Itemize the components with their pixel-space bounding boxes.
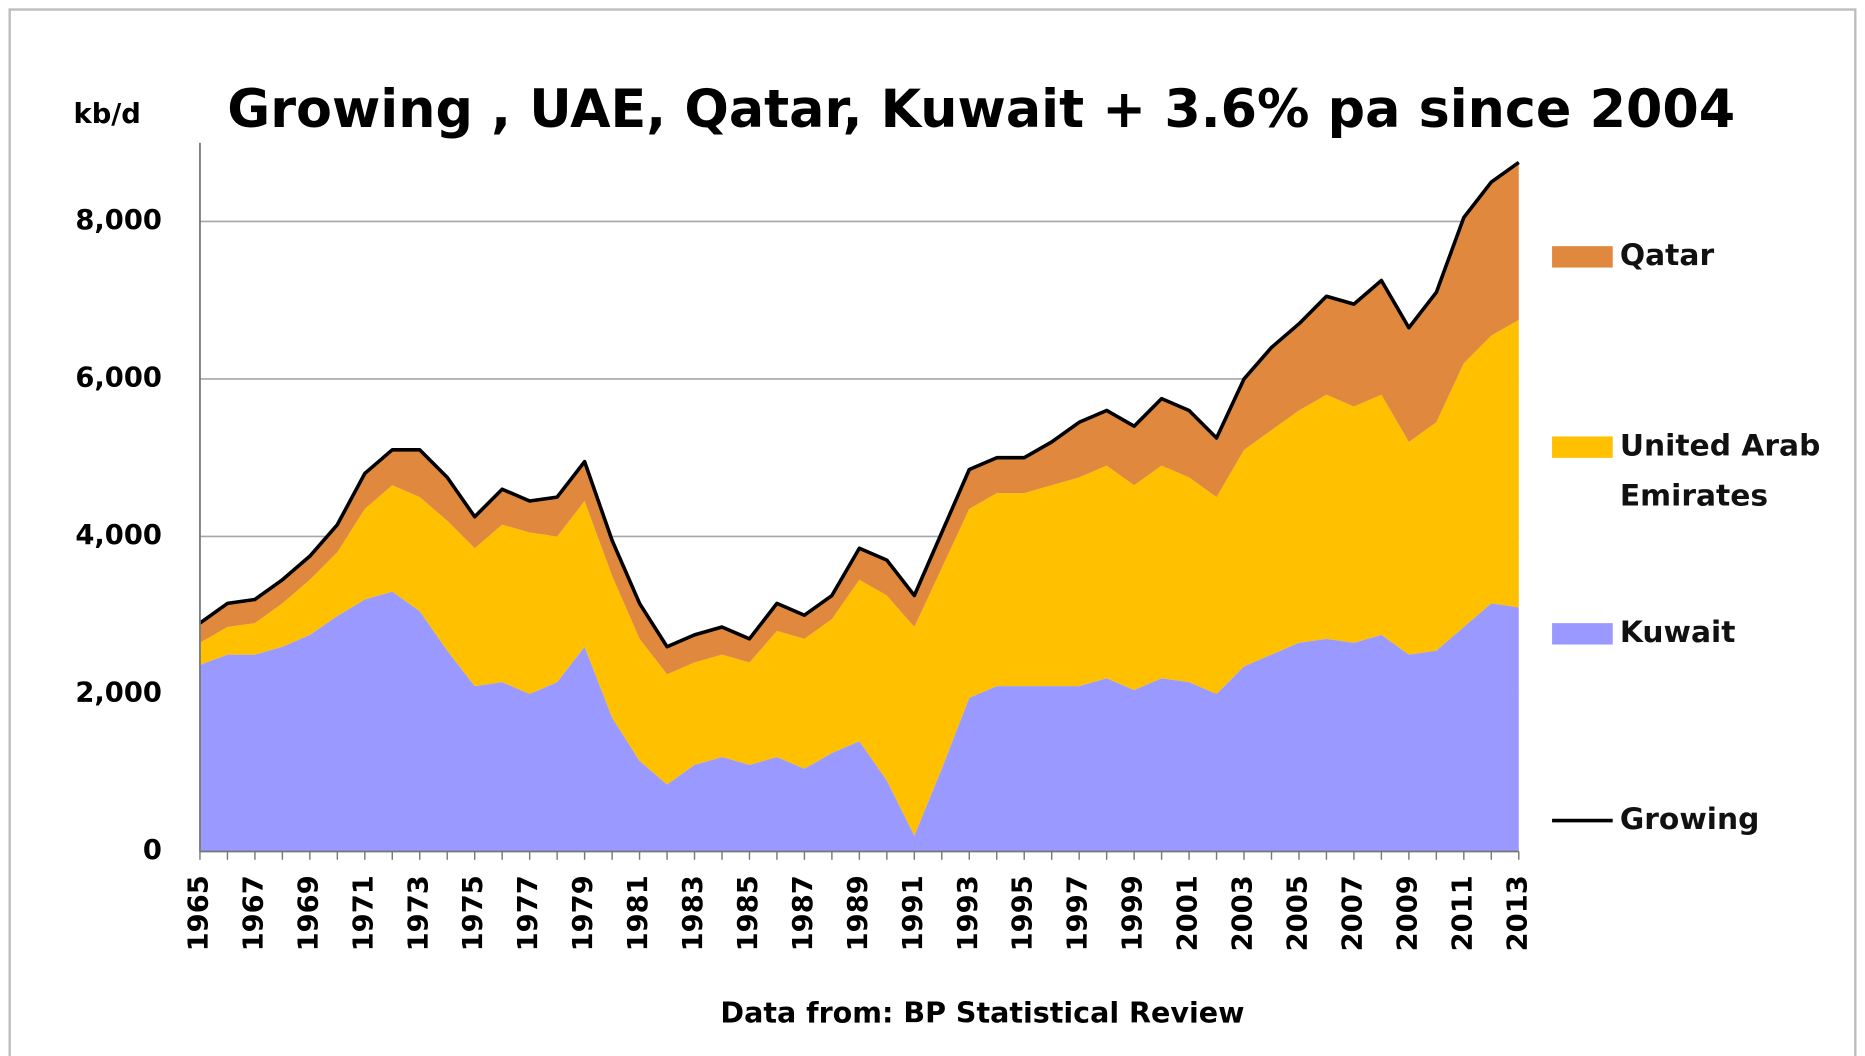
y-tick-label: 2,000 [75,677,162,708]
x-tick-label: 1993 [953,875,984,951]
x-tick-label: 1999 [1118,875,1149,951]
area-united-arab-emirates [199,319,1519,836]
chart-title: Growing , UAE, Qatar, Kuwait + 3.6% pa s… [227,79,1735,140]
x-tick-label: 2003 [1228,875,1259,951]
x-tick-label: 2001 [1173,875,1204,951]
legend-swatch [1552,246,1613,268]
legend-entry: Growing [1619,801,1760,836]
x-tick-label: 2005 [1282,875,1313,951]
area-kuwait [199,591,1519,852]
x-tick-label: 1965 [183,875,214,951]
source-note: Data from: BP Statistical Review [720,996,1244,1029]
x-tick-label: 1981 [623,875,654,951]
x-tick-label: 1997 [1063,875,1094,951]
x-tick-label: 2007 [1337,875,1368,951]
y-tick-label: 6,000 [75,362,162,393]
legend-swatch [1552,623,1613,645]
y-tick-label: 8,000 [75,205,162,236]
legend-entry: Qatar [1619,237,1715,273]
x-tick-label: 2011 [1447,875,1478,951]
x-tick-label: 1969 [293,875,324,951]
x-tick-label: 1967 [238,875,269,951]
growing-line [198,160,1520,649]
x-tick-label: 1987 [788,875,819,951]
x-tick-label: 1979 [568,875,599,951]
area-qatar [199,162,1519,675]
x-tick-label: 1991 [898,875,929,951]
x-tick-label: 1995 [1008,875,1039,951]
chart-frame [8,8,1857,1056]
legend-swatch [1552,436,1613,458]
x-tick-label: 2009 [1392,875,1423,951]
x-tick-label: 1985 [733,875,764,951]
legend-entry: Kuwait [1619,614,1736,650]
x-tick-label: 1971 [348,875,379,951]
x-tick-label: 1989 [843,875,874,951]
x-tick-label: 1973 [403,875,434,951]
legend-label: United Arab Emirates [1619,428,1821,513]
legend-label: Qatar [1619,237,1715,273]
y-tick-label: 0 [143,835,162,866]
y-axis-label: kb/d [74,99,141,130]
legend-label: Kuwait [1619,614,1736,650]
y-tick-label: 4,000 [75,520,162,551]
legend-label: Growing [1619,801,1760,836]
x-tick-label: 2013 [1502,875,1533,951]
x-tick-label: 1983 [678,875,709,951]
legend-entry: United Arab Emirates [1619,428,1821,513]
x-tick-label: 1977 [513,875,544,951]
x-tick-label: 1975 [458,875,489,951]
